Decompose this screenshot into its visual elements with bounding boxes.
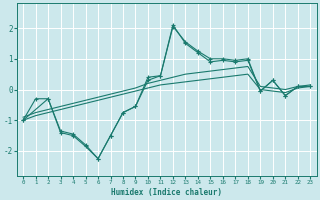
X-axis label: Humidex (Indice chaleur): Humidex (Indice chaleur) bbox=[111, 188, 222, 197]
